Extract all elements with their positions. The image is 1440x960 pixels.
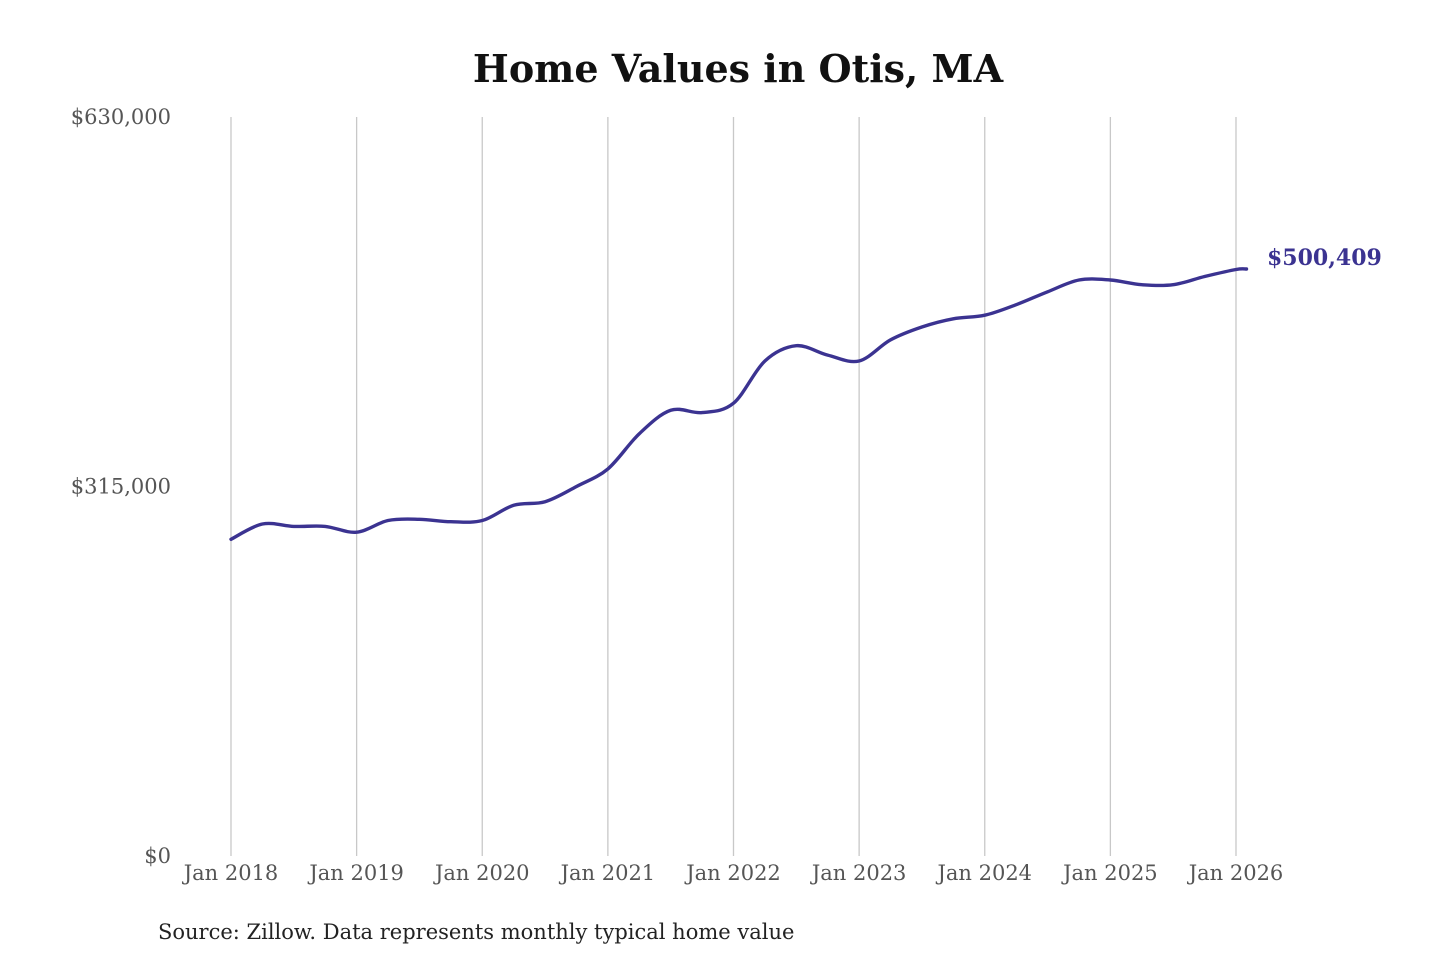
x-tick-label: Jan 2018	[182, 861, 279, 885]
gridlines	[230, 117, 1237, 856]
x-tick-label: Jan 2022	[684, 861, 781, 885]
chart-title: Home Values in Otis, MA	[473, 46, 1004, 91]
y-tick-label: $0	[144, 844, 171, 868]
end-value-label: $500,409	[1267, 245, 1382, 271]
y-axis: $0 $315,000 $630,000	[71, 105, 171, 868]
y-tick-label: $630,000	[71, 105, 171, 129]
source-note: Source: Zillow. Data represents monthly …	[158, 920, 794, 944]
x-tick-label: Jan 2020	[433, 861, 530, 885]
x-tick-label: Jan 2025	[1061, 861, 1158, 885]
x-tick-label: Jan 2019	[307, 861, 404, 885]
x-tick-label: Jan 2026	[1187, 861, 1284, 885]
series-line-0	[229, 267, 1249, 541]
x-tick-label: Jan 2021	[559, 861, 656, 885]
series	[229, 267, 1249, 541]
x-tick-label: Jan 2023	[810, 861, 907, 885]
x-tick-label: Jan 2024	[935, 861, 1032, 885]
x-axis: Jan 2018 Jan 2019 Jan 2020 Jan 2021 Jan 2022…	[182, 861, 1284, 885]
y-tick-label: $315,000	[71, 475, 171, 499]
